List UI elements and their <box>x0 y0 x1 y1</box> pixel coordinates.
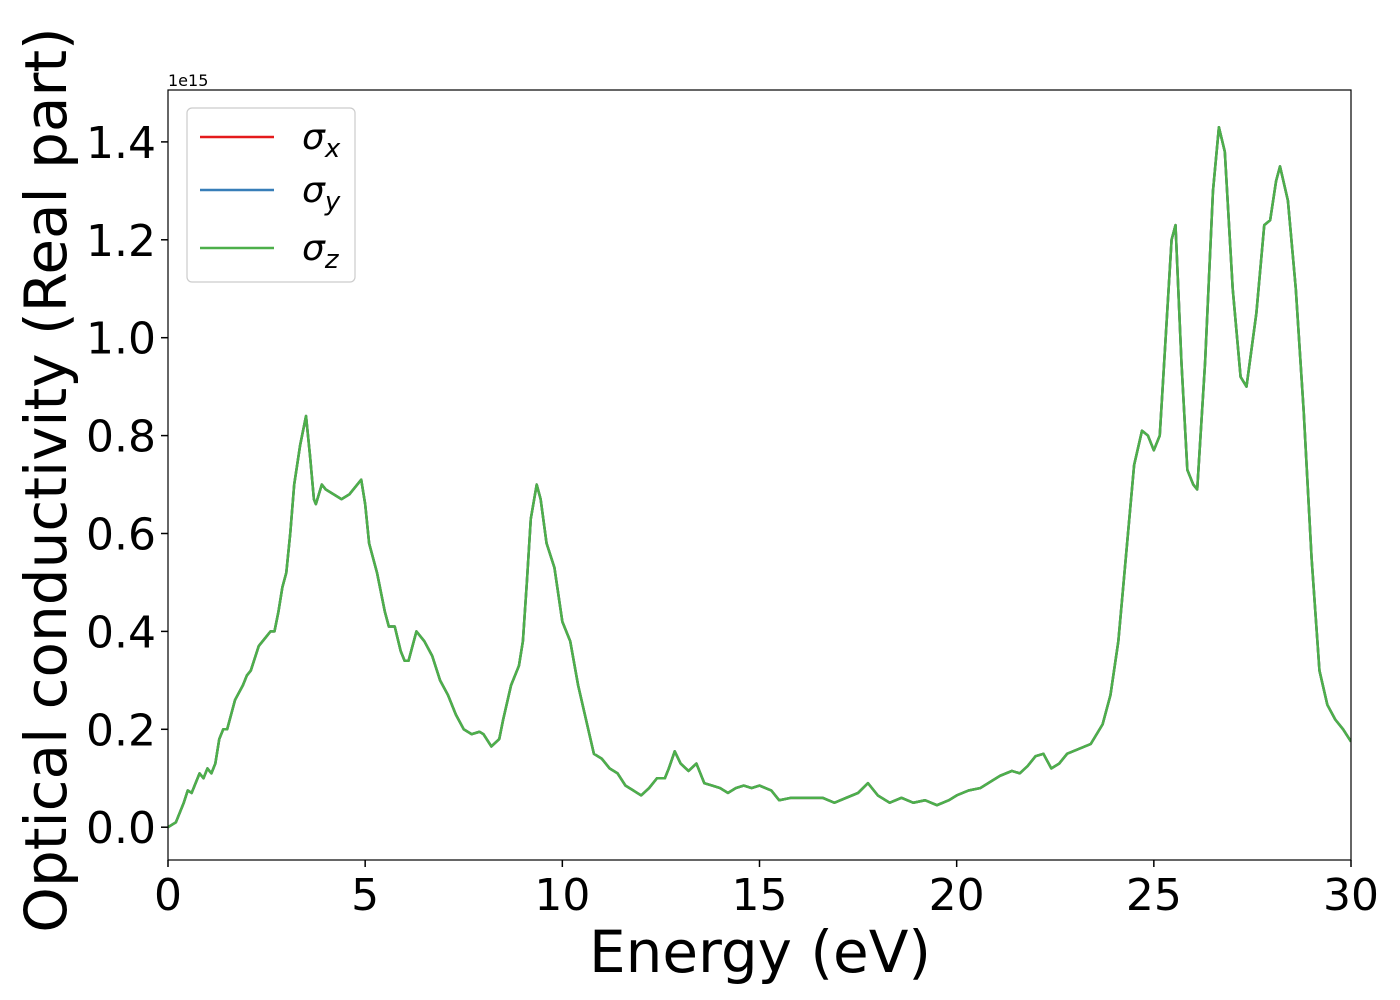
plot-area <box>168 125 1351 829</box>
axes-frame <box>167 89 1352 861</box>
y-tick-label: 0.0 <box>86 803 156 854</box>
x-axis-label: Energy (eV) <box>589 918 931 986</box>
legend-box <box>186 107 356 283</box>
y-axis-label: Optical conductivity (Real part) <box>12 27 80 932</box>
y-tick-label: 1.2 <box>86 216 156 267</box>
y-tick-label: 0.8 <box>86 412 156 463</box>
x-tick-label: 10 <box>534 870 590 921</box>
x-tick-label: 5 <box>351 870 379 921</box>
x-tick-label: 0 <box>154 870 182 921</box>
legend-label: σx <box>302 117 341 164</box>
legend-label: σy <box>302 170 341 217</box>
x-tick-label: 15 <box>732 870 788 921</box>
offset-text: 1e15 <box>168 71 208 90</box>
y-tick-label: 1.4 <box>86 118 156 169</box>
x-tick-label: 20 <box>929 870 985 921</box>
x-tick-label: 25 <box>1126 870 1182 921</box>
series-line <box>168 125 1351 829</box>
y-tick-label: 1.0 <box>86 314 156 365</box>
x-tick-label: 30 <box>1323 870 1379 921</box>
y-tick-label: 0.6 <box>86 509 156 560</box>
y-tick-label: 0.2 <box>86 705 156 756</box>
legend-label: σz <box>302 228 340 275</box>
y-tick-label: 0.4 <box>86 607 156 658</box>
